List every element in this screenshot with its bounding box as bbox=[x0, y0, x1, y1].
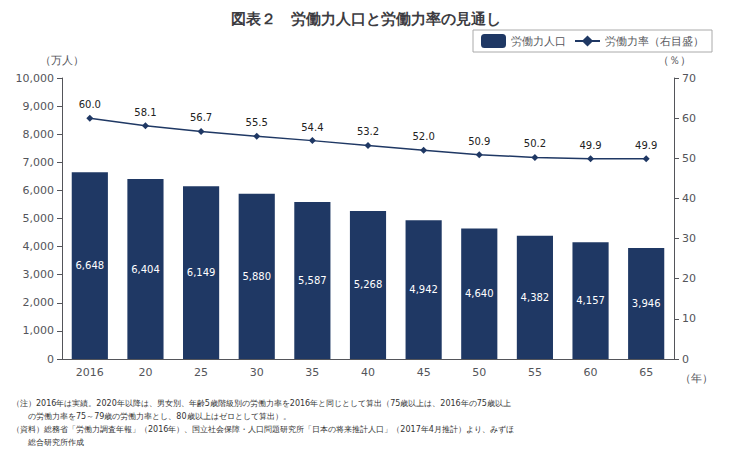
svg-text:52.0: 52.0 bbox=[413, 131, 435, 142]
svg-text:3,000: 3,000 bbox=[23, 268, 55, 281]
svg-text:4,000: 4,000 bbox=[23, 240, 55, 253]
svg-text:の労働力率を75～79歳の労働力率とし、80歳以上はゼロとし: の労働力率を75～79歳の労働力率とし、80歳以上はゼロとして算出）。 bbox=[12, 412, 291, 421]
svg-text:（％）: （％） bbox=[658, 54, 691, 67]
svg-text:35: 35 bbox=[305, 366, 319, 379]
svg-text:25: 25 bbox=[194, 366, 208, 379]
svg-text:10,000: 10,000 bbox=[16, 72, 55, 85]
svg-text:49.9: 49.9 bbox=[635, 140, 657, 151]
svg-text:40: 40 bbox=[361, 366, 375, 379]
svg-text:60: 60 bbox=[584, 366, 598, 379]
svg-text:0: 0 bbox=[682, 353, 689, 366]
svg-text:4,382: 4,382 bbox=[521, 292, 550, 303]
svg-text:6,648: 6,648 bbox=[75, 260, 104, 271]
svg-text:9,000: 9,000 bbox=[23, 100, 55, 113]
svg-text:4,942: 4,942 bbox=[409, 284, 438, 295]
svg-text:54.4: 54.4 bbox=[301, 122, 323, 133]
svg-text:50.9: 50.9 bbox=[468, 136, 490, 147]
svg-text:労働力率（右目盛）: 労働力率（右目盛） bbox=[605, 35, 704, 48]
svg-text:4,640: 4,640 bbox=[465, 288, 494, 299]
svg-text:2016: 2016 bbox=[76, 366, 104, 379]
svg-text:5,880: 5,880 bbox=[242, 271, 271, 282]
svg-text:8,000: 8,000 bbox=[23, 128, 55, 141]
svg-text:50: 50 bbox=[472, 366, 486, 379]
svg-text:65: 65 bbox=[639, 366, 653, 379]
svg-text:総合研究所作成: 総合研究所作成 bbox=[12, 438, 84, 447]
svg-text:53.2: 53.2 bbox=[357, 126, 379, 137]
svg-text:5,268: 5,268 bbox=[354, 279, 383, 290]
svg-text:（万人）: （万人） bbox=[40, 54, 84, 67]
svg-text:40: 40 bbox=[682, 192, 696, 205]
svg-text:58.1: 58.1 bbox=[134, 107, 156, 118]
svg-text:6,404: 6,404 bbox=[131, 264, 160, 275]
svg-text:5,587: 5,587 bbox=[298, 275, 327, 286]
svg-text:2,000: 2,000 bbox=[23, 296, 55, 309]
svg-text:（年）: （年） bbox=[680, 372, 713, 385]
svg-text:50: 50 bbox=[682, 152, 696, 165]
svg-text:6,149: 6,149 bbox=[187, 267, 216, 278]
svg-text:7,000: 7,000 bbox=[23, 156, 55, 169]
svg-text:50.2: 50.2 bbox=[524, 138, 546, 149]
svg-text:図表２ 労働力人口と労働力率の見通し: 図表２ 労働力人口と労働力率の見通し bbox=[231, 10, 501, 28]
svg-text:6,000: 6,000 bbox=[23, 184, 55, 197]
svg-text:（注）2016年は実績。2020年以降は、男女別、年齢5歳階: （注）2016年は実績。2020年以降は、男女別、年齢5歳階級別の労働力率を20… bbox=[12, 399, 511, 408]
svg-text:20: 20 bbox=[138, 366, 152, 379]
svg-text:0: 0 bbox=[47, 353, 54, 366]
svg-text:労働力人口: 労働力人口 bbox=[511, 35, 566, 48]
svg-text:20: 20 bbox=[682, 272, 696, 285]
svg-text:55: 55 bbox=[528, 366, 542, 379]
svg-text:10: 10 bbox=[682, 312, 696, 325]
svg-text:30: 30 bbox=[682, 232, 696, 245]
svg-text:3,946: 3,946 bbox=[632, 298, 661, 309]
svg-text:30: 30 bbox=[250, 366, 264, 379]
svg-text:（資料）総務省「労働力調査年報」（2016年）、国立社会保障: （資料）総務省「労働力調査年報」（2016年）、国立社会保障・人口問題研究所「日… bbox=[12, 425, 514, 434]
svg-text:1,000: 1,000 bbox=[23, 324, 55, 337]
svg-text:70: 70 bbox=[682, 72, 696, 85]
svg-text:49.9: 49.9 bbox=[579, 140, 601, 151]
svg-text:60: 60 bbox=[682, 112, 696, 125]
svg-text:4,157: 4,157 bbox=[576, 295, 605, 306]
svg-text:5,000: 5,000 bbox=[23, 212, 55, 225]
svg-text:56.7: 56.7 bbox=[190, 112, 212, 123]
svg-text:45: 45 bbox=[417, 366, 431, 379]
svg-text:60.0: 60.0 bbox=[79, 99, 101, 110]
svg-text:55.5: 55.5 bbox=[246, 117, 268, 128]
